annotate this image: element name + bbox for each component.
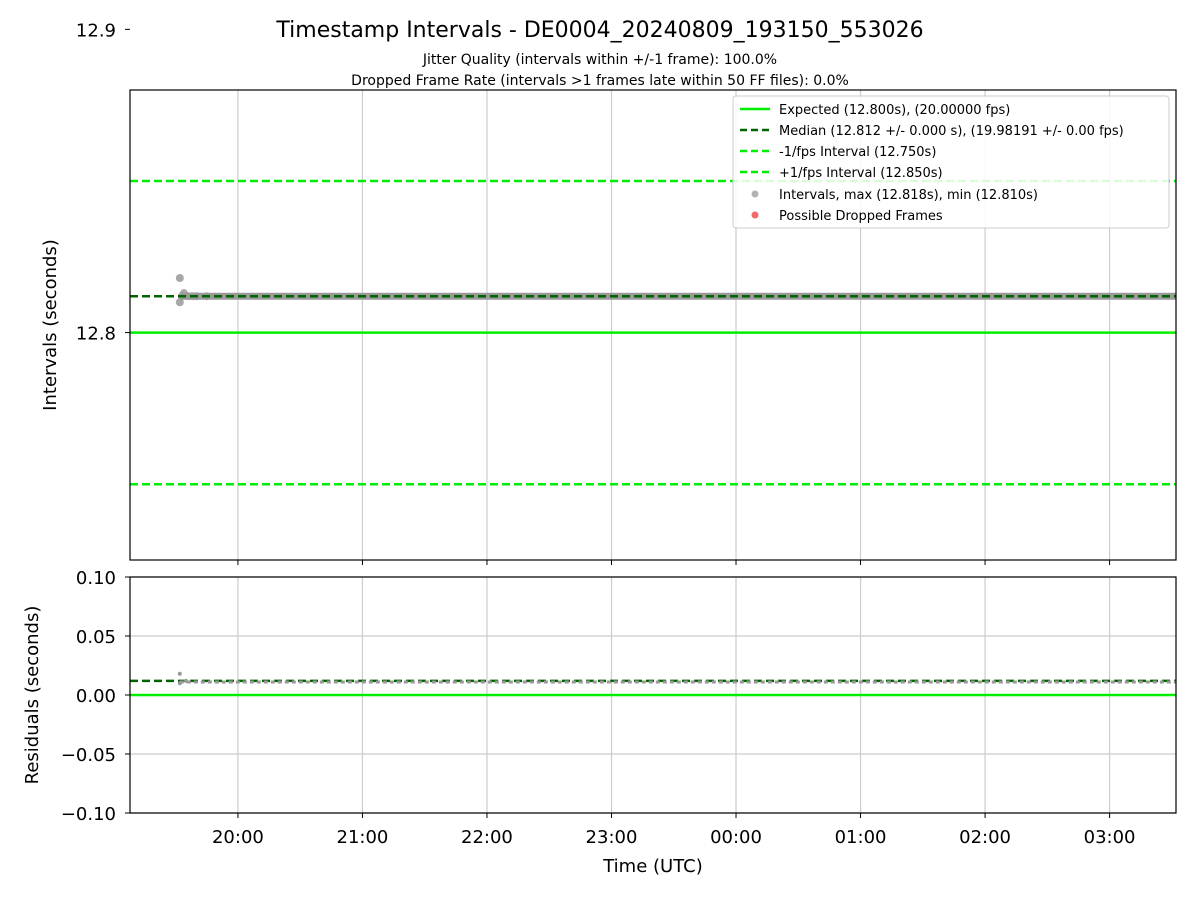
x-tick-label: 02:00 [959, 827, 1011, 848]
interval-point [175, 298, 184, 307]
x-tick-label: 23:00 [586, 827, 638, 848]
x-tick-label: 01:00 [835, 827, 887, 848]
intervals-x-ticks [237, 560, 1111, 565]
x-tick-label: 21:00 [337, 827, 389, 848]
legend-median-label: Median (12.812 +/- 0.000 s), (19.98191 +… [779, 124, 1124, 139]
x-axis-label: Time (UTC) [602, 856, 703, 877]
residuals-panel: −0.10 −0.05 0.00 0.05 0.10 20:00 21:00 22:00 23… [22, 568, 1177, 877]
legend: Expected (12.800s), (20.00000 fps) Media… [732, 95, 1170, 229]
residuals-x-ticks: 20:00 21:00 22:00 23:00 00:00 01:00 02:00 03:00 [212, 813, 1136, 848]
legend-expected-label: Expected (12.800s), (20.00000 fps) [779, 103, 1010, 118]
intervals-y-tick-label: 12.8 [76, 324, 116, 345]
intervals-reference-lines [130, 179, 1176, 486]
residuals-y-tick-label: 0.10 [76, 568, 116, 589]
chart-subtitle-dropped: Dropped Frame Rate (intervals >1 frames … [351, 73, 849, 89]
residuals-y-tick-label: 0.00 [76, 686, 116, 707]
residual-point [184, 678, 189, 683]
legend-minus-fps-label: -1/fps Interval (12.750s) [779, 145, 936, 160]
residuals-y-tick-label: 0.05 [76, 627, 116, 648]
x-tick-label: 00:00 [710, 827, 762, 848]
legend-dropped-label: Possible Dropped Frames [779, 209, 943, 224]
legend-intervals-swatch [751, 190, 759, 198]
residual-point [177, 671, 182, 676]
x-tick-label: 22:00 [461, 827, 513, 848]
residuals-y-tick-label: −0.10 [61, 804, 116, 825]
residuals-points [177, 671, 1176, 686]
chart-subtitle-jitter: Jitter Quality (intervals within +/-1 fr… [422, 52, 777, 68]
residual-point [177, 681, 182, 686]
chart-title: Timestamp Intervals - DE0004_20240809_19… [275, 18, 923, 43]
intervals-plot-frame [129, 89, 1177, 561]
residuals-y-axis-label: Residuals (seconds) [22, 606, 43, 785]
intervals-y-ticks: 12.8 12.9 [76, 20, 130, 345]
legend-plus-fps-label: +1/fps Interval (12.850s) [779, 166, 943, 181]
legend-intervals-label: Intervals, max (12.818s), min (12.810s) [779, 188, 1038, 203]
residuals-y-tick-label: −0.05 [61, 745, 116, 766]
residuals-y-ticks: −0.10 −0.05 0.00 0.05 0.10 [61, 568, 130, 825]
x-tick-label: 03:00 [1084, 827, 1136, 848]
x-tick-label: 20:00 [212, 827, 264, 848]
interval-point [175, 274, 184, 282]
intervals-y-tick-label: 12.9 [76, 20, 116, 41]
intervals-y-axis-label: Intervals (seconds) [40, 239, 61, 411]
legend-dropped-swatch [751, 211, 759, 219]
legend-box [732, 95, 1170, 229]
